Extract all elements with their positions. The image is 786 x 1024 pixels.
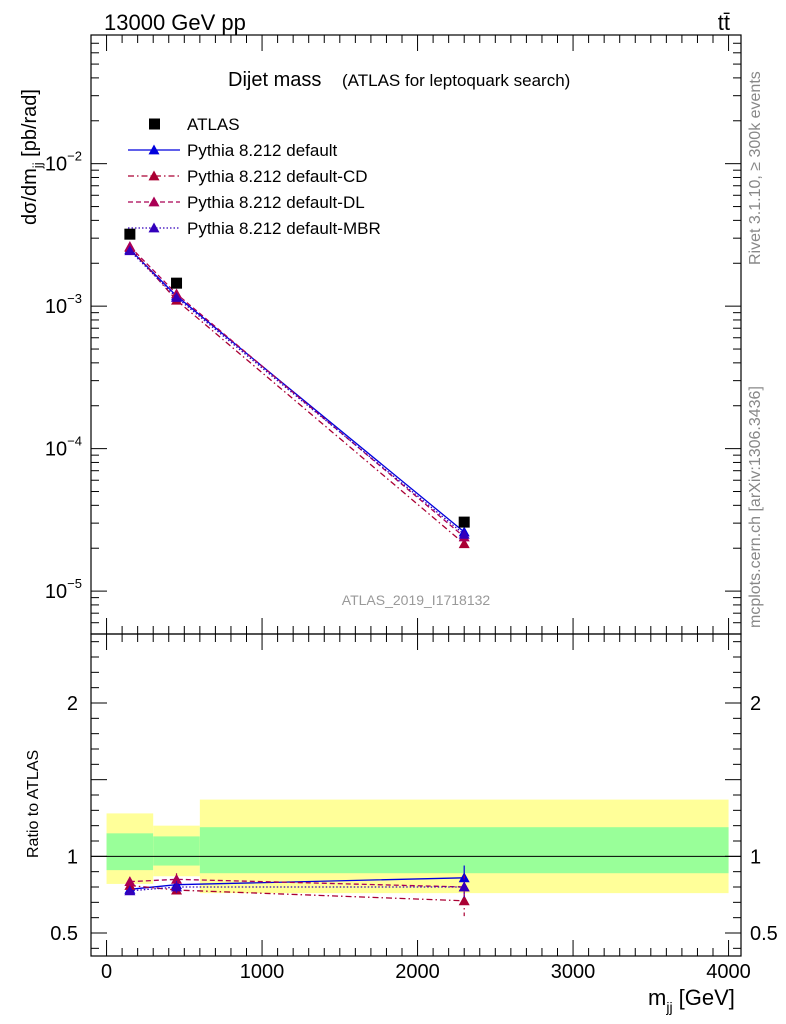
mcplots-label: mcplots.cern.ch [arXiv:1306.3436] (747, 386, 764, 628)
analysis-watermark: ATLAS_2019_I1718132 (342, 592, 491, 608)
y-tick-label: 10−4 (45, 434, 82, 461)
y-tick-label: 10−5 (45, 576, 82, 603)
ratio-tick-label: 0.5 (50, 923, 78, 945)
x-tick-label: 2000 (395, 961, 440, 983)
ratio-marker-2 (124, 876, 136, 887)
series-lines (124, 228, 470, 917)
ratio-marker-3 (171, 881, 183, 892)
legend: ATLAS Pythia 8.212 default Pythia 8.212 de… (128, 115, 381, 238)
x-tick-label: 0 (101, 961, 112, 983)
series-marker-3 (124, 245, 136, 256)
chart-subtitle: (ATLAS for leptoquark search) (342, 71, 570, 90)
x-tick-label: 4000 (706, 961, 751, 983)
band-inner-1 (153, 836, 200, 866)
x-axis-label: mjj [GeV] (648, 985, 735, 1015)
data-point (171, 277, 183, 289)
series-line-3 (129, 250, 465, 535)
y-tick-label: 10−3 (45, 291, 82, 318)
y-axis-label: dσ/dmjj [pb/rad] (19, 89, 45, 225)
band-inner-0 (106, 833, 154, 871)
legend-marker-1 (148, 170, 160, 181)
rivet-label: Rivet 3.1.10, ≥ 300k events (747, 71, 764, 265)
legend-label: ATLAS (187, 115, 240, 134)
legend-marker-data (149, 118, 160, 130)
collision-label: 13000 GeV pp (104, 10, 246, 35)
legend-label: Pythia 8.212 default (187, 141, 338, 160)
legend-label: Pythia 8.212 default-DL (187, 193, 365, 212)
ratio-marker-3 (458, 881, 470, 892)
series-marker-1 (458, 538, 470, 549)
y-tick-label: 10−2 (45, 149, 82, 176)
legend-marker-3 (148, 222, 160, 233)
ratio-axis-label: Ratio to ATLAS (25, 750, 42, 858)
series-marker-3 (171, 292, 183, 302)
legend-marker-2 (148, 196, 160, 207)
ratio-line-1 (129, 884, 465, 902)
x-tick-label: 3000 (551, 961, 596, 983)
series-marker-3 (458, 528, 470, 539)
ratio-panel-frame (90, 633, 742, 957)
ratio-tick-label-right: 2 (750, 693, 761, 715)
series-line-2 (129, 246, 465, 538)
ratio-marker-1 (458, 895, 470, 906)
legend-marker-0 (148, 144, 160, 155)
data-point (124, 228, 136, 240)
ratio-tick-label-right: 1 (750, 846, 761, 868)
data-point (458, 516, 470, 528)
legend-label: Pythia 8.212 default-MBR (187, 219, 381, 238)
series-line-0 (129, 248, 465, 533)
ratio-marker-3 (124, 885, 136, 896)
chart-title: Dijet mass (228, 69, 321, 91)
legend-label: Pythia 8.212 default-CD (187, 167, 368, 186)
x-tick-label: 1000 (240, 961, 285, 983)
ratio-marker-2 (171, 873, 183, 884)
ratio-tick-label-right: 0.5 (750, 923, 778, 945)
process-label: tt̄ (718, 10, 730, 35)
ratio-tick-label: 2 (67, 693, 78, 715)
axes: 0 1000 2000 3000 4000 10−2 10−3 10−4 10−5 0.5 0.5 1… (45, 34, 778, 983)
ratio-tick-label: 1 (67, 846, 78, 868)
